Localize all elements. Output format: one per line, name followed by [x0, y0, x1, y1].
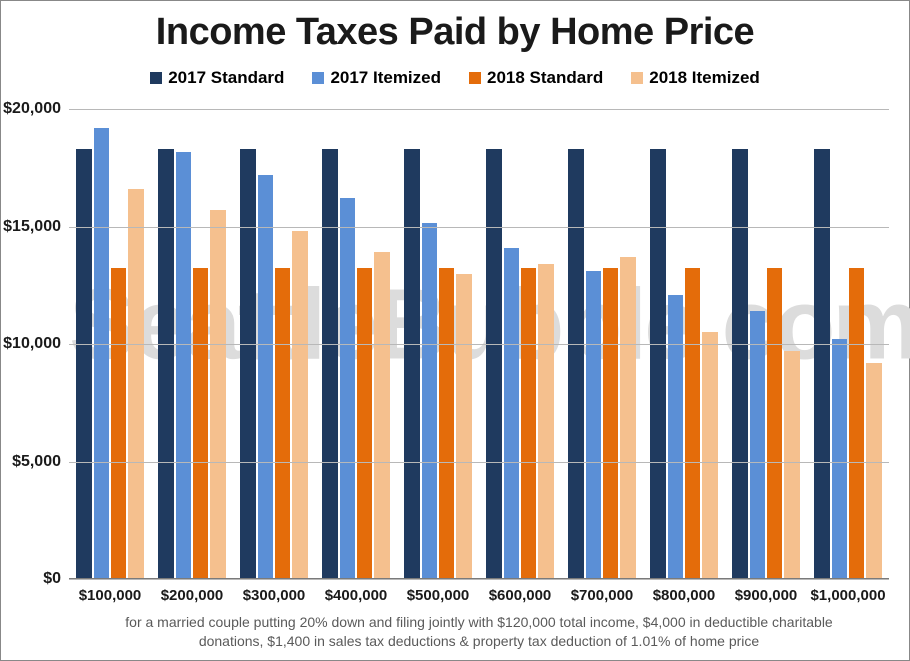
footnote-line1: for a married couple putting 20% down an…: [69, 613, 889, 632]
bar: [292, 231, 307, 579]
bar: [668, 295, 683, 579]
legend-label: 2018 Standard: [487, 68, 603, 88]
gridline: [69, 579, 889, 580]
bar: [193, 268, 208, 579]
bar: [732, 149, 747, 579]
bar: [832, 339, 847, 579]
bar: [456, 274, 471, 580]
bar: [568, 149, 583, 579]
bar: [275, 268, 290, 579]
legend-item: 2017 Standard: [150, 68, 284, 88]
bar: [439, 268, 454, 579]
bar: [240, 149, 255, 579]
legend-label: 2017 Standard: [168, 68, 284, 88]
bar: [504, 248, 519, 579]
bar: [702, 332, 717, 579]
bar: [750, 311, 765, 579]
bar: [620, 257, 635, 579]
x-tick-label: $600,000: [489, 587, 552, 604]
y-tick-label: $0: [1, 570, 61, 588]
bar: [322, 149, 337, 579]
legend-item: 2018 Standard: [469, 68, 603, 88]
x-tick-label: $200,000: [161, 587, 224, 604]
legend-item: 2017 Itemized: [312, 68, 441, 88]
x-tick-label: $700,000: [571, 587, 634, 604]
bar: [374, 252, 389, 579]
chart-title: Income Taxes Paid by Home Price: [1, 11, 909, 54]
plot-area: SeattleBubble.com: [69, 109, 889, 579]
gridline: [69, 462, 889, 463]
bar: [767, 268, 782, 579]
footnote-line2: donations, $1,400 in sales tax deduction…: [69, 632, 889, 651]
y-tick-label: $10,000: [1, 335, 61, 353]
legend-swatch: [150, 72, 162, 84]
bar: [650, 149, 665, 579]
bar: [486, 149, 501, 579]
legend-label: 2018 Itemized: [649, 68, 760, 88]
x-tick-label: $400,000: [325, 587, 388, 604]
legend-swatch: [312, 72, 324, 84]
bar: [849, 268, 864, 579]
legend-swatch: [631, 72, 643, 84]
gridline: [69, 344, 889, 345]
bar: [258, 175, 273, 579]
bar: [404, 149, 419, 579]
y-tick-label: $15,000: [1, 218, 61, 236]
x-tick-label: $100,000: [79, 587, 142, 604]
legend-swatch: [469, 72, 481, 84]
bar: [814, 149, 829, 579]
bar: [784, 351, 799, 579]
legend-item: 2018 Itemized: [631, 68, 760, 88]
bar: [521, 268, 536, 579]
bar: [128, 189, 143, 579]
bar: [603, 268, 618, 579]
x-tick-label: $300,000: [243, 587, 306, 604]
bar: [76, 149, 91, 579]
bar: [538, 264, 553, 579]
bar: [586, 271, 601, 579]
bar: [866, 363, 881, 579]
footnote: for a married couple putting 20% down an…: [69, 613, 889, 651]
bar: [685, 268, 700, 579]
chart-container: Income Taxes Paid by Home Price 2017 Sta…: [0, 0, 910, 661]
gridline: [69, 227, 889, 228]
y-tick-label: $20,000: [1, 100, 61, 118]
bar: [94, 128, 109, 579]
bar: [176, 152, 191, 579]
bar: [422, 223, 437, 579]
x-tick-label: $500,000: [407, 587, 470, 604]
x-tick-label: $900,000: [735, 587, 798, 604]
bar: [111, 268, 126, 579]
bar: [158, 149, 173, 579]
x-tick-label: $1,000,000: [810, 587, 885, 604]
legend: 2017 Standard 2017 Itemized 2018 Standard 2…: [1, 68, 909, 88]
bar: [357, 268, 372, 579]
bar: [210, 210, 225, 579]
y-tick-label: $5,000: [1, 453, 61, 471]
bar: [340, 198, 355, 579]
gridline: [69, 109, 889, 110]
x-tick-label: $800,000: [653, 587, 716, 604]
legend-label: 2017 Itemized: [330, 68, 441, 88]
